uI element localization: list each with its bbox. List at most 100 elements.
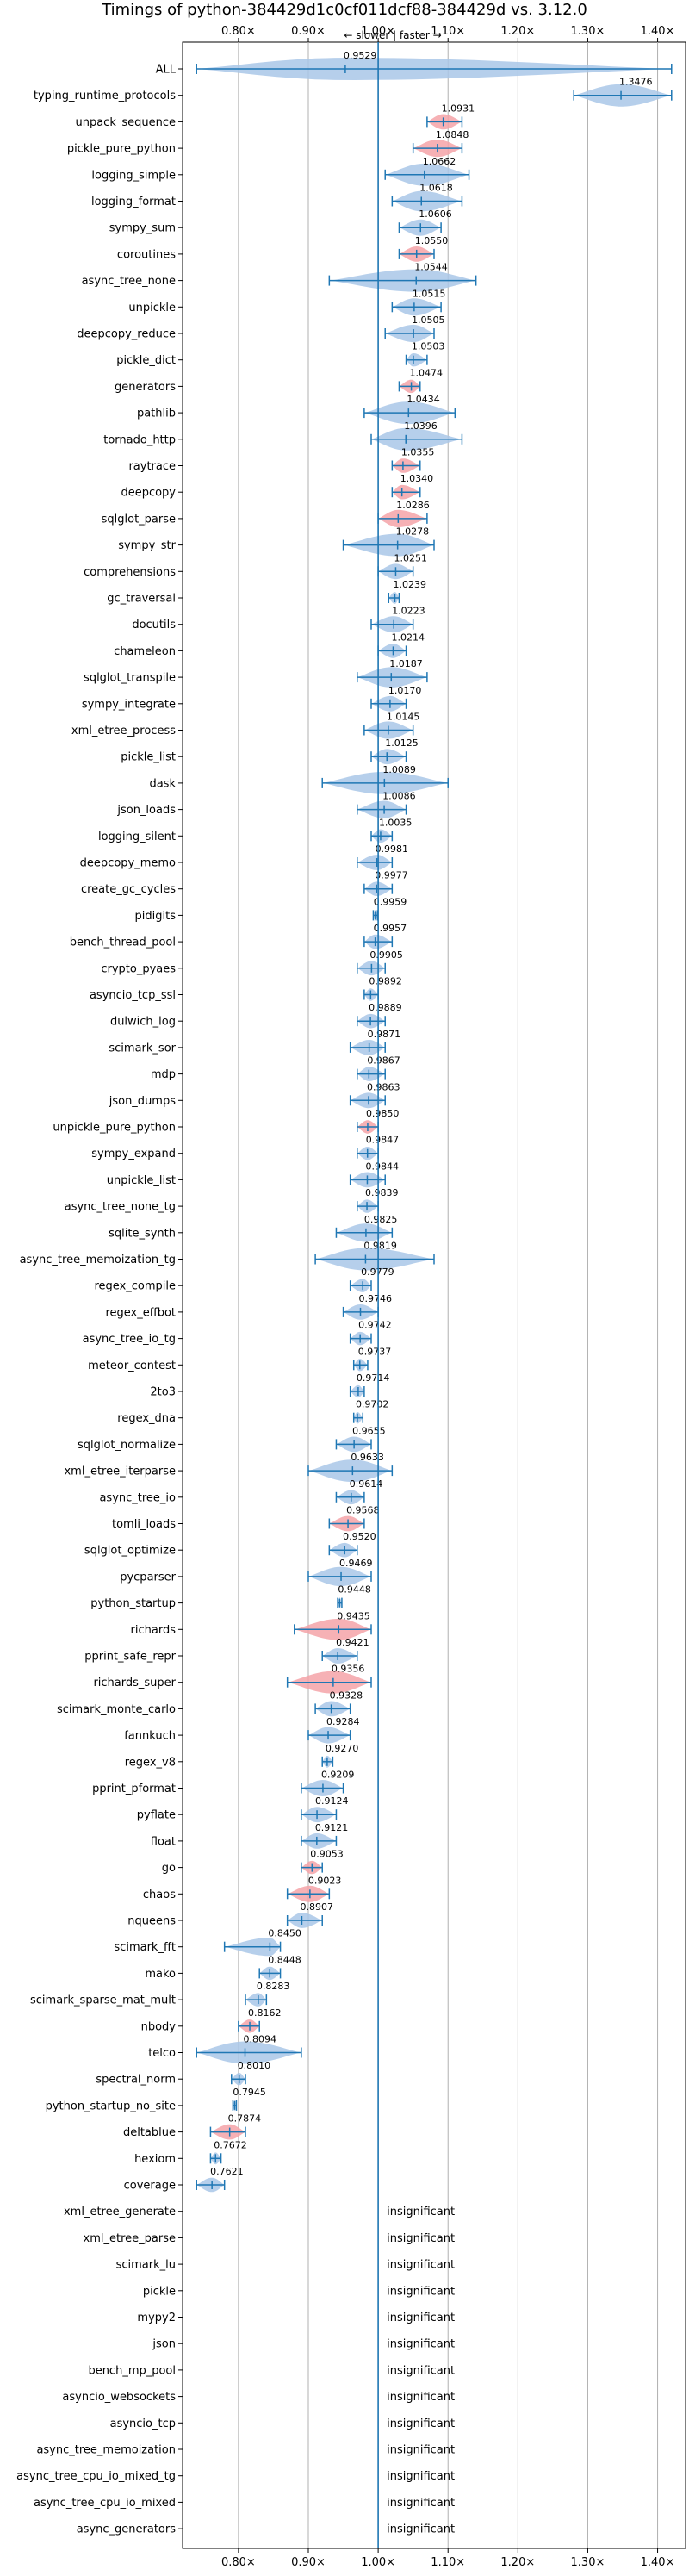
category-label: asyncio_websockets: [62, 2391, 176, 2404]
data-label: 0.9328: [330, 1689, 363, 1701]
insignificant-label: insignificant: [387, 2338, 455, 2351]
data-label: 0.9529: [344, 50, 377, 61]
category-label: mdp: [151, 1068, 176, 1081]
data-label: 0.9633: [351, 1452, 384, 1463]
category-label: logging_simple: [91, 169, 176, 182]
category-label: logging_silent: [98, 831, 176, 843]
data-label: 1.0035: [379, 817, 413, 828]
category-label: sympy_sum: [109, 222, 176, 235]
category-label: fannkuch: [124, 1730, 176, 1743]
category-label: xml_etree_parse: [84, 2232, 176, 2245]
category-label: tornado_http: [103, 433, 176, 446]
data-label: 0.7945: [233, 2087, 266, 2098]
category-label: hexiom: [134, 2153, 176, 2166]
data-label: 0.9053: [310, 1849, 344, 1860]
data-label: 0.8450: [268, 1928, 301, 1939]
category-label: comprehensions: [84, 566, 176, 579]
x-tick-label-top: 0.80×: [221, 25, 256, 38]
data-label: 1.0214: [391, 632, 425, 643]
data-label: 1.0340: [400, 473, 434, 484]
category-label: json: [152, 2338, 176, 2351]
data-label: 1.0662: [423, 156, 456, 167]
data-label: 1.0086: [382, 791, 416, 802]
data-label: 0.7874: [228, 2113, 262, 2125]
category-label: async_tree_cpu_io_mixed: [34, 2497, 176, 2510]
category-label: async_tree_cpu_io_mixed_tg: [16, 2470, 176, 2483]
category-label: async_tree_memoization: [36, 2444, 176, 2457]
data-label: 1.0606: [419, 208, 451, 220]
category-label: docutils: [132, 619, 176, 632]
insignificant-label: insignificant: [387, 2497, 455, 2510]
category-label: tomli_loads: [112, 1518, 176, 1531]
insignificant-label: insignificant: [387, 2364, 455, 2377]
data-label: 1.0848: [436, 129, 469, 140]
insignificant-label: insignificant: [387, 2523, 455, 2536]
category-label: pidigits: [135, 910, 177, 923]
data-label: 0.9892: [369, 976, 402, 987]
data-label: 1.0223: [392, 606, 425, 617]
data-label: 1.0251: [394, 552, 427, 563]
category-label: async_tree_io: [99, 1491, 176, 1504]
data-label: 0.9825: [364, 1214, 398, 1225]
data-label: 1.0931: [442, 103, 475, 114]
data-label: 0.9023: [308, 1875, 342, 1886]
category-label: ALL: [156, 64, 177, 77]
data-label: 0.8907: [300, 1901, 333, 1913]
data-label: 0.9867: [367, 1055, 400, 1067]
data-label: 0.9844: [365, 1160, 399, 1172]
data-label: 0.9284: [326, 1716, 360, 1727]
category-label: gc_traversal: [107, 593, 176, 606]
category-label: unpickle: [128, 302, 176, 314]
data-label: 0.9905: [369, 949, 403, 961]
x-tick-label-bottom: 1.30×: [571, 2556, 605, 2569]
data-label: 1.0618: [419, 183, 453, 194]
data-label: 1.0187: [389, 658, 423, 669]
data-label: 0.9655: [352, 1425, 386, 1436]
category-label: nbody: [141, 2020, 177, 2033]
category-label: unpack_sequence: [75, 116, 176, 129]
x-tick-label-bottom: 1.00×: [361, 2556, 395, 2569]
category-label: sqlglot_normalize: [78, 1439, 176, 1452]
insignificant-label: insignificant: [387, 2312, 455, 2324]
data-label: 0.9421: [336, 1637, 369, 1648]
category-label: unpickle_pure_python: [53, 1122, 176, 1135]
category-label: async_generators: [77, 2523, 177, 2536]
category-label: async_tree_none: [82, 275, 176, 288]
category-label: spectral_norm: [96, 2074, 176, 2087]
data-label: 0.9850: [366, 1108, 400, 1119]
category-label: sympy_integrate: [82, 698, 176, 711]
category-label: xml_etree_process: [71, 725, 176, 737]
category-label: regex_dna: [117, 1412, 176, 1425]
insignificant-label: insignificant: [387, 2285, 455, 2298]
data-label: 1.0550: [415, 235, 449, 246]
x-tick-label-top: 0.90×: [291, 25, 326, 38]
category-label: mako: [145, 1968, 176, 1981]
category-label: scimark_sor: [109, 1042, 176, 1055]
category-label: asyncio_tcp: [110, 2417, 176, 2430]
category-label: float: [151, 1835, 176, 1848]
category-label: telco: [148, 2047, 176, 2060]
data-label: 1.0145: [387, 712, 420, 723]
data-label: 1.0170: [388, 685, 422, 696]
category-label: sqlglot_parse: [102, 513, 176, 526]
data-label: 0.9209: [321, 1770, 355, 1781]
data-label: 1.0503: [412, 341, 445, 352]
category-label: create_gc_cycles: [81, 883, 176, 896]
category-label: 2to3: [150, 1386, 176, 1399]
category-label: chameleon: [114, 645, 176, 658]
category-label: pathlib: [137, 408, 176, 420]
category-label: pickle_pure_python: [67, 143, 176, 156]
category-label: sqlite_synth: [109, 1227, 176, 1240]
data-label: 1.0474: [410, 367, 443, 378]
x-tick-label-bottom: 1.40×: [641, 2556, 675, 2569]
direction-note: ← slower | faster →: [344, 29, 442, 41]
category-label: deepcopy_reduce: [77, 328, 176, 341]
category-label: pycparser: [120, 1571, 176, 1584]
data-label: 0.9746: [359, 1293, 393, 1304]
data-label: 0.9977: [375, 870, 408, 881]
data-label: 0.8162: [248, 2007, 282, 2019]
category-label: crypto_pyaes: [101, 962, 176, 975]
data-label: 0.9568: [346, 1505, 380, 1516]
insignificant-label: insignificant: [387, 2206, 455, 2218]
category-label: logging_format: [91, 196, 176, 208]
